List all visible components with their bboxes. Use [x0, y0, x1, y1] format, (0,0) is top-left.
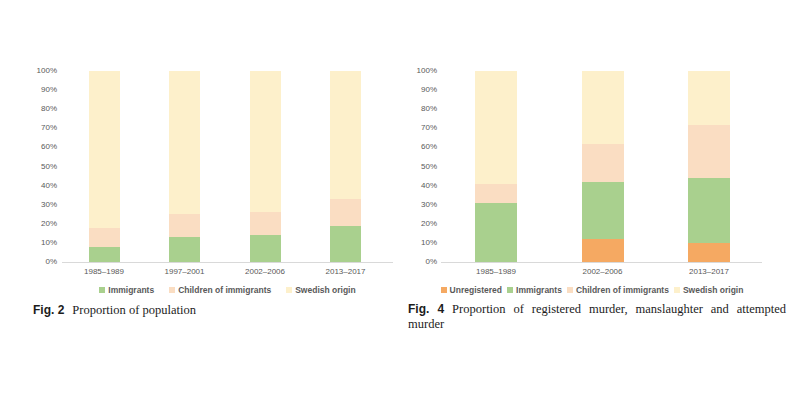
segment-immigrants — [688, 178, 730, 243]
y-tick-label: 20% — [421, 219, 437, 229]
legend-label: Children of immigrants — [576, 285, 669, 295]
segment-unregistered — [688, 243, 730, 262]
y-tick-label: 70% — [421, 123, 437, 133]
caption-fig4: Fig. 4Proportion of registered murder, m… — [408, 302, 786, 332]
y-tick-label: 100% — [417, 66, 437, 76]
bar-1985-1989 — [475, 71, 517, 262]
x-axis-label: 2013–2017 — [689, 267, 729, 276]
segment-children-of-immigrants — [582, 144, 624, 182]
segment-children-of-immigrants — [475, 184, 517, 203]
legend-item-immigrants: Immigrants — [507, 285, 562, 295]
legend-item-swedish-origin: Swedish origin — [674, 285, 743, 295]
segment-swedish-origin — [688, 71, 730, 124]
x-axis-label: 2002–2006 — [582, 267, 622, 276]
y-axis-murder: 100%90%80%70%60%50%40%30%20%10%0% — [398, 71, 437, 262]
segment-children-of-immigrants — [688, 125, 730, 178]
legend-item-unregistered: Unregistered — [441, 285, 502, 295]
legend-label: Unregistered — [450, 285, 502, 295]
legend-swatch-icon — [507, 287, 513, 293]
y-tick-label: 40% — [421, 181, 437, 191]
legend-swatch-icon — [441, 287, 447, 293]
murder-chart-panel: 100% 90% 80% 70% 60% 50% 40% 30% 20% 10% 0% 1985–1… — [0, 0, 800, 400]
y-tick-label: 0% — [425, 257, 437, 267]
x-axis-murder: 1985–1989 2002–2006 2013–2017 — [441, 267, 762, 279]
segment-immigrants — [582, 182, 624, 239]
y-tick-label: 10% — [421, 238, 437, 248]
segment-immigrants — [475, 203, 517, 262]
legend-label: Immigrants — [516, 285, 562, 295]
y-tick-label: 80% — [421, 104, 437, 114]
segment-swedish-origin — [582, 71, 624, 144]
legend-label: Swedish origin — [683, 285, 743, 295]
y-tick-label: 50% — [421, 162, 437, 172]
bar-2013-2017 — [688, 71, 730, 262]
legend-swatch-icon — [567, 287, 573, 293]
legend-murder: Unregistered Immigrants Children of immigr… — [404, 285, 780, 295]
figure-caption-text: Proportion of registered murder, manslau… — [408, 302, 786, 331]
legend-swatch-icon — [674, 287, 680, 293]
figure-page: 100% 90% 80% 70% 60% 50% 40% 30% 20% 10% 0% 1985–1… — [0, 0, 800, 400]
plot-area-murder — [441, 71, 762, 263]
figure-label: Fig. 4 — [408, 302, 444, 316]
y-tick-label: 90% — [421, 85, 437, 95]
legend-item-children-of-immigrants: Children of immigrants — [567, 285, 669, 295]
x-axis-label: 1985–1989 — [476, 267, 516, 276]
segment-swedish-origin — [475, 71, 517, 184]
segment-unregistered — [582, 239, 624, 262]
y-tick-label: 30% — [421, 200, 437, 210]
y-tick-label: 60% — [421, 142, 437, 152]
bar-2002-2006 — [582, 71, 624, 262]
